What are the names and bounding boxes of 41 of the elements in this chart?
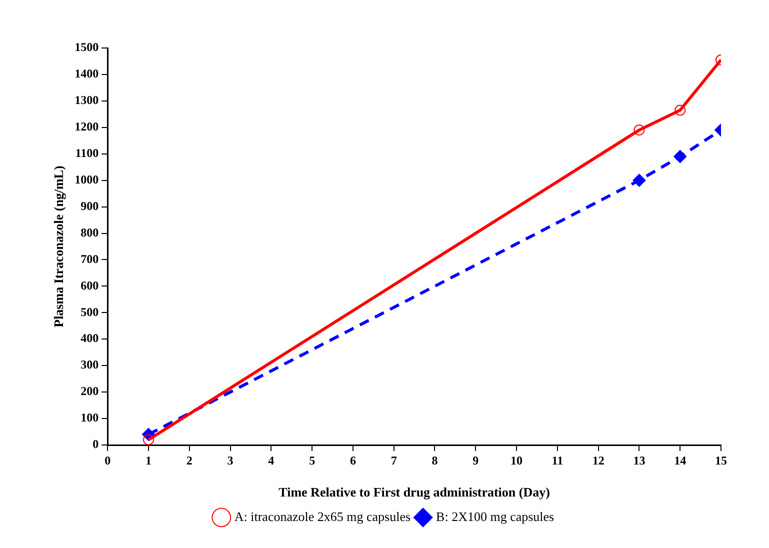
y-tick-label: 200 — [80, 384, 99, 398]
point — [142, 434, 154, 445]
y-tick-label: 800 — [80, 225, 99, 240]
y-tick-label: 700 — [80, 252, 99, 266]
y-tick-label: 900 — [80, 198, 99, 213]
x-tick-label: 4 — [268, 453, 274, 468]
y-tick-label: 1200 — [74, 119, 99, 134]
y-tick-label: 1100 — [75, 146, 99, 160]
x-tick-label: 3 — [227, 453, 234, 468]
y-tick-label: 1300 — [74, 93, 99, 108]
legend-label: A: itraconazole 2x65 mg capsules — [234, 508, 411, 524]
x-tick-label: 6 — [350, 453, 356, 468]
x-tick-label: 15 — [715, 453, 727, 468]
x-tick-label: 7 — [390, 453, 397, 468]
legend-label: B: 2X100 mg capsules — [436, 508, 554, 524]
x-tick-label: 1 — [145, 453, 152, 468]
y-tick-label: 400 — [80, 331, 99, 346]
y-tick-label: 0 — [92, 437, 99, 452]
point — [674, 104, 686, 116]
y-tick-label: 100 — [80, 410, 99, 425]
x-tick-label: 12 — [592, 453, 604, 468]
point — [632, 174, 646, 187]
x-tick-label: 10 — [510, 453, 523, 468]
y-tick-label: 500 — [80, 304, 99, 319]
point — [674, 150, 687, 164]
x-tick-label: 13 — [633, 453, 646, 468]
y-axis-title: Plasma Itraconazole (ng/mL) — [51, 166, 66, 328]
x-tick-label: 9 — [472, 453, 479, 468]
x-axis-title: Time Relative to First drug administration (Day) — [278, 484, 550, 500]
y-tick-label: 600 — [80, 278, 99, 292]
x-tick-label: 5 — [309, 453, 316, 468]
x-tick-label: 2 — [186, 453, 192, 468]
y-tick-label: 1000 — [74, 172, 99, 186]
x-tick-label: 14 — [674, 453, 686, 468]
x-tick-label: 8 — [432, 453, 438, 468]
point — [634, 124, 645, 136]
y-tick-label: 1500 — [74, 40, 99, 54]
x-tick-label: 11 — [552, 453, 564, 468]
y-tick-label: 300 — [80, 358, 99, 372]
x-tick-label: 0 — [104, 453, 111, 468]
y-tick-label: 1400 — [74, 66, 99, 81]
